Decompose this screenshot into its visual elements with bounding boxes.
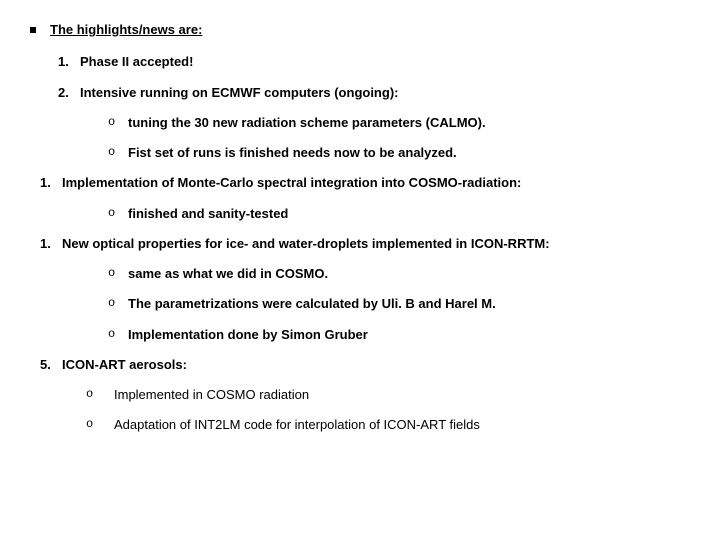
circle-bullet-icon: o <box>108 206 128 221</box>
sub-item-text: same as what we did in COSMO. <box>128 266 328 282</box>
sub-item-text: Fist set of runs is finished needs now t… <box>128 145 457 161</box>
sub-item-text: Adaptation of INT2LM code for interpolat… <box>114 417 480 433</box>
item-text: ICON-ART aerosols: <box>62 357 187 373</box>
sub-item-text: Implemented in COSMO radiation <box>114 387 309 403</box>
sub-item-text: The parametrizations were calculated by … <box>128 296 496 312</box>
sub-list-item: o Implementation done by Simon Gruber <box>108 327 690 343</box>
list-item: 1. New optical properties for ice- and w… <box>40 236 690 252</box>
item-text: Intensive running on ECMWF computers (on… <box>80 85 398 101</box>
sub-list-item: o Fist set of runs is finished needs now… <box>108 145 690 161</box>
sub-item-text: finished and sanity-tested <box>128 206 288 222</box>
item-text: New optical properties for ice- and wate… <box>62 236 550 252</box>
square-bullet-icon <box>30 27 36 33</box>
item-text: Implementation of Monte-Carlo spectral i… <box>62 175 521 191</box>
sub-list-item: o finished and sanity-tested <box>108 206 690 222</box>
item-number: 1. <box>40 236 62 252</box>
item-number: 1. <box>58 54 80 70</box>
circle-bullet-icon: o <box>108 145 128 160</box>
circle-bullet-icon: o <box>108 296 128 311</box>
sub-item-text: tuning the 30 new radiation scheme param… <box>128 115 486 131</box>
sub-list-item: o The parametrizations were calculated b… <box>108 296 690 312</box>
sub-list-item: o Adaptation of INT2LM code for interpol… <box>86 417 690 433</box>
heading-text: The highlights/news are: <box>50 22 202 38</box>
sub-list-item: o tuning the 30 new radiation scheme par… <box>108 115 690 131</box>
item-text: Phase II accepted! <box>80 54 193 70</box>
circle-bullet-icon: o <box>86 417 114 432</box>
item-number: 2. <box>58 85 80 101</box>
item-number: 1. <box>40 175 62 191</box>
circle-bullet-icon: o <box>86 387 114 402</box>
circle-bullet-icon: o <box>108 327 128 342</box>
list-item: 5. ICON-ART aerosols: <box>40 357 690 373</box>
item-number: 5. <box>40 357 62 373</box>
list-item: 1. Implementation of Monte-Carlo spectra… <box>40 175 690 191</box>
sub-list-item: o same as what we did in COSMO. <box>108 266 690 282</box>
sub-list-item: o Implemented in COSMO radiation <box>86 387 690 403</box>
circle-bullet-icon: o <box>108 266 128 281</box>
circle-bullet-icon: o <box>108 115 128 130</box>
heading-row: The highlights/news are: <box>30 22 690 38</box>
sub-item-text: Implementation done by Simon Gruber <box>128 327 368 343</box>
list-item: 1. Phase II accepted! <box>58 54 690 70</box>
document-page: The highlights/news are: 1. Phase II acc… <box>0 0 720 434</box>
list-item: 2. Intensive running on ECMWF computers … <box>58 85 690 101</box>
